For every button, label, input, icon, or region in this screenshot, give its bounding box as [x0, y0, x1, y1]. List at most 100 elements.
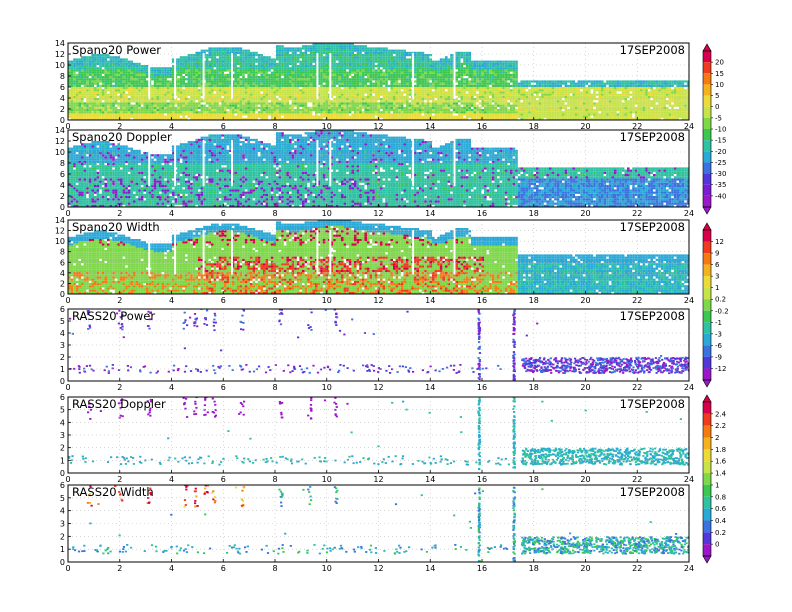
y-tick-label: 12 — [55, 137, 65, 146]
x-tick-label: 14 — [425, 296, 435, 305]
colorbar-swatch — [703, 62, 711, 74]
colorbar-swatch — [703, 310, 711, 323]
y-tick-label: 1 — [60, 365, 65, 374]
y-tick-label: 5 — [60, 494, 65, 503]
y-tick-label: 6 — [60, 481, 65, 490]
colorbar-label: -6 — [715, 342, 723, 350]
x-tick-label: 14 — [425, 383, 435, 392]
x-tick-label: 0 — [65, 475, 70, 484]
colorbar-label: 0.2 — [715, 529, 726, 537]
x-tick-label: 20 — [580, 122, 590, 131]
colorbar-label: 0 — [715, 541, 719, 549]
panel-title: Spano20 Power — [72, 43, 161, 57]
colorbar-label: 0.2 — [715, 296, 726, 304]
y-tick-label: 4 — [60, 329, 65, 338]
x-tick-label: 14 — [425, 475, 435, 484]
colorbar-label: 20 — [715, 59, 724, 67]
y-tick-label: 10 — [55, 237, 65, 246]
x-tick-label: 18 — [529, 564, 539, 573]
x-tick-label: 12 — [373, 383, 383, 392]
y-tick-label: 2 — [60, 279, 65, 288]
colorbar-swatch — [703, 508, 711, 521]
y-tick-label: 3 — [60, 431, 65, 440]
y-tick-label: 3 — [60, 341, 65, 350]
x-tick-label: 24 — [684, 475, 694, 484]
panel-grid-0 — [68, 43, 689, 120]
colorbar-label: 1.6 — [715, 458, 727, 466]
x-tick-label: 8 — [272, 209, 277, 218]
x-tick-label: 0 — [65, 209, 70, 218]
colorbar-swatch — [703, 322, 711, 334]
x-tick-label: 2 — [117, 383, 122, 392]
colorbar-swatch — [703, 425, 711, 438]
colorbar-label: 1.8 — [715, 446, 726, 454]
panel-data-5 — [72, 485, 689, 562]
colorbar-label: 0.6 — [715, 505, 727, 513]
y-tick-label: 6 — [60, 258, 65, 267]
x-tick-label: 4 — [169, 296, 174, 305]
x-tick-label: 20 — [580, 296, 590, 305]
x-tick-label: 24 — [684, 296, 694, 305]
y-tick-label: 2 — [60, 532, 65, 541]
x-tick-label: 4 — [169, 475, 174, 484]
panel-date: 17SEP2008 — [620, 130, 685, 144]
x-tick-label: 12 — [373, 296, 383, 305]
colorbar-swatch — [703, 402, 711, 414]
x-tick-label: 18 — [529, 122, 539, 131]
colorbar-label: 2.4 — [715, 410, 727, 418]
colorbar-label: 10 — [715, 81, 724, 89]
colorbar-label: -30 — [715, 170, 726, 178]
colorbar-2: 2.4 2.2 2 1.8 1.6 1.4 1 0.8 0.6 0.4 0.2 0 — [702, 394, 727, 564]
colorbar-swatch — [703, 484, 711, 497]
x-tick-label: 4 — [169, 209, 174, 218]
y-tick-label: 2 — [60, 353, 65, 362]
x-tick-label: 22 — [632, 564, 642, 573]
colorbar-swatch — [703, 253, 711, 265]
colorbar-label: 0 — [715, 103, 719, 111]
x-tick-label: 8 — [272, 122, 277, 131]
panel-grid-3 — [68, 309, 689, 381]
x-tick-label: 10 — [322, 383, 332, 392]
colorbar-label: -1 — [715, 319, 722, 327]
colorbar-0: 20 15 10 5 0 -5 -10 -15 -20 -25 -30 -35 -40 — [702, 43, 726, 215]
y-tick-label: 10 — [55, 61, 65, 70]
colorbar-swatch — [703, 544, 711, 556]
y-tick-label: 1 — [60, 545, 65, 554]
x-tick-label: 16 — [477, 122, 487, 131]
x-tick-label: 18 — [529, 383, 539, 392]
colorbar-label: 15 — [715, 70, 724, 78]
x-tick-label: 12 — [373, 475, 383, 484]
y-tick-label: 8 — [60, 72, 65, 81]
panel-date: 17SEP2008 — [620, 309, 685, 323]
colorbar-swatch — [703, 140, 711, 152]
colorbar-swatch — [703, 195, 711, 207]
x-tick-label: 16 — [477, 564, 487, 573]
panel-title: RASS20 Power — [72, 309, 155, 323]
colorbar-swatch — [703, 356, 711, 369]
x-tick-label: 8 — [272, 383, 277, 392]
x-tick-label: 14 — [425, 564, 435, 573]
x-tick-label: 24 — [684, 122, 694, 131]
y-tick-label: 4 — [60, 418, 65, 427]
x-tick-label: 24 — [684, 383, 694, 392]
colorbar-swatch — [703, 532, 711, 545]
panel-data-1 — [68, 130, 689, 207]
x-tick-label: 18 — [529, 475, 539, 484]
colorbar-swatch — [703, 345, 711, 357]
colorbar-swatch — [703, 264, 711, 277]
x-tick-label: 6 — [221, 564, 226, 573]
colorbar-swatch — [703, 51, 711, 63]
y-tick-label: 14 — [55, 126, 65, 135]
x-tick-label: 2 — [117, 122, 122, 131]
y-tick-label: 12 — [55, 227, 65, 236]
y-tick-label: 6 — [60, 83, 65, 92]
x-tick-label: 2 — [117, 209, 122, 218]
colorbar-label: -9 — [715, 353, 722, 361]
colorbar-label: 12 — [715, 238, 724, 246]
colorbar-swatch — [703, 437, 711, 450]
colorbar-label: -20 — [715, 148, 726, 156]
panel-title: RASS20 Width — [72, 485, 154, 499]
colorbar-swatch — [703, 184, 711, 196]
